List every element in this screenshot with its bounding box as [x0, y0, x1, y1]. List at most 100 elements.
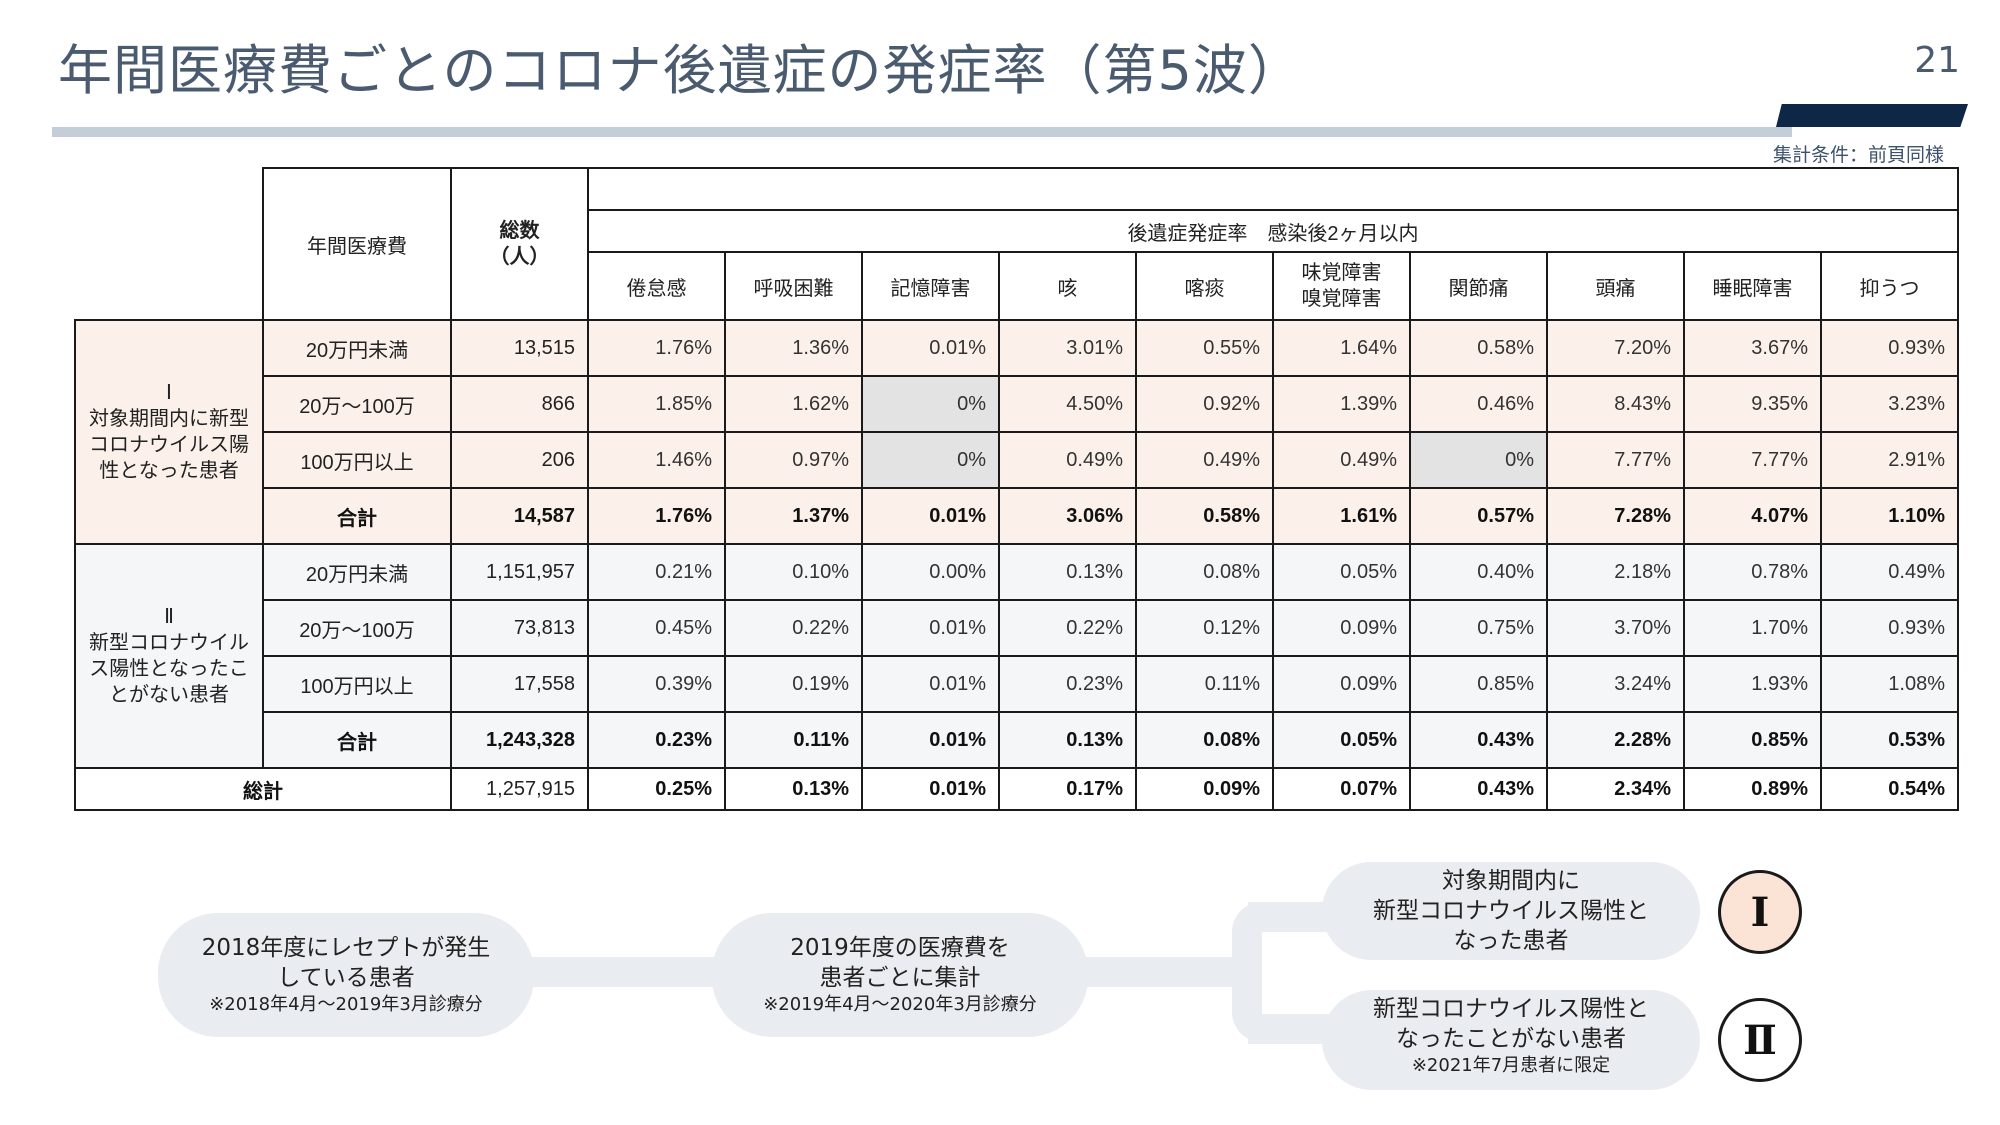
value-cell: 0.01% — [861, 319, 1000, 377]
grand-total-value: 0.54% — [1820, 767, 1959, 811]
total-cell: 17,558 — [450, 655, 589, 713]
cost-cell: 20万円未満 — [262, 543, 452, 601]
value-cell: 0.23% — [998, 655, 1137, 713]
total-cell: 1,243,328 — [450, 711, 589, 769]
flow-step-2018-l2: している患者 — [277, 965, 415, 991]
value-cell: 1.85% — [587, 375, 726, 433]
value-cell: 2.91% — [1820, 431, 1959, 489]
value-cell: 0.19% — [724, 655, 863, 713]
header-total: 総数 （人） — [450, 167, 589, 321]
value-cell: 3.23% — [1820, 375, 1959, 433]
header-symptom: 抑うつ — [1820, 251, 1959, 321]
header-symptom: 頭痛 — [1546, 251, 1685, 321]
value-cell: 0.49% — [1820, 543, 1959, 601]
value-cell: 0.97% — [724, 431, 863, 489]
value-cell: 1.62% — [724, 375, 863, 433]
cost-cell: 合計 — [262, 487, 452, 545]
value-cell: 0.53% — [1820, 711, 1959, 769]
value-cell: 8.43% — [1546, 375, 1685, 433]
grand-total-row: 総計 1,257,915 0.25% 0.13% 0.01% 0.17% 0.09% 0.07… — [74, 767, 1959, 811]
value-cell: 0.00% — [861, 543, 1000, 601]
value-cell: 1.76% — [587, 319, 726, 377]
flow-step-2018: 2018年度にレセプトが発生 している患者 ※2018年4月～2019年3月診療… — [158, 913, 534, 1037]
flow-step-2019: 2019年度の医療費を 患者ごとに集計 ※2019年4月～2020年3月診療分 — [712, 913, 1088, 1037]
value-cell: 1.46% — [587, 431, 726, 489]
blank-corner-2 — [75, 252, 264, 321]
value-cell: 0.13% — [998, 543, 1137, 601]
value-cell: 0.05% — [1272, 711, 1411, 769]
flow-step-2018-note: ※2018年4月～2019年3月診療分 — [209, 994, 483, 1015]
group2-label: Ⅱ 新型コロナウイルス陽性となったことがない患者 — [74, 543, 264, 769]
flow-step-2019-l1: 2019年度の医療費を — [790, 935, 1010, 961]
value-cell: 0.09% — [1272, 599, 1411, 657]
flow-branch-positive-l1: 対象期間内に — [1442, 868, 1580, 894]
group-1-badge: Ⅰ — [1718, 870, 1802, 954]
value-cell: 9.35% — [1683, 375, 1822, 433]
grand-total-value: 0.25% — [587, 767, 726, 811]
table-row: 合計 14,587 1.76% 1.37% 0.01% 3.06% 0.58% 1.61% 0.… — [75, 487, 1959, 545]
value-cell: 4.07% — [1683, 487, 1822, 545]
grand-total-value: 0.01% — [861, 767, 1000, 811]
value-cell: 1.36% — [724, 319, 863, 377]
value-cell: 0.43% — [1409, 711, 1548, 769]
flow-branch-positive-l2: 新型コロナウイルス陽性と — [1373, 898, 1649, 924]
value-cell: 0.49% — [1135, 431, 1274, 489]
incidence-table: 年間医療費 総数 （人） 後遺症発症率 感染後2ヶ月以内 倦怠感 呼吸困難 記憶障害… — [74, 167, 1959, 811]
table-row: 100万円以上 17,558 0.39% 0.19% 0.01% 0.23% 0.11% 0.… — [75, 655, 1959, 713]
value-cell: 3.24% — [1546, 655, 1685, 713]
value-cell: 1.61% — [1272, 487, 1411, 545]
group1-text: 対象期間内に新型コロナウイルス陽性となった患者 — [89, 408, 249, 482]
table-row: 20万～100万 866 1.85% 1.62% 0% 4.50% 0.92% 1.39% 0.… — [75, 375, 1959, 433]
value-cell: 0.21% — [587, 543, 726, 601]
flow-branch-negative: 新型コロナウイルス陽性と なったことがない患者 ※2021年7月患者に限定 — [1322, 990, 1700, 1090]
value-cell: 0.08% — [1135, 543, 1274, 601]
header-symptom: 記憶障害 — [861, 251, 1000, 321]
grand-total-count: 1,257,915 — [450, 767, 589, 811]
value-cell: 1.10% — [1820, 487, 1959, 545]
total-cell: 866 — [450, 375, 589, 433]
value-cell: 2.28% — [1546, 711, 1685, 769]
grand-total-value: 0.13% — [724, 767, 863, 811]
value-cell: 0.13% — [998, 711, 1137, 769]
header-symptom: 倦怠感 — [587, 251, 726, 321]
header-symptom: 咳 — [998, 251, 1137, 321]
value-cell: 1.70% — [1683, 599, 1822, 657]
value-cell: 0.08% — [1135, 711, 1274, 769]
condition-note: 集計条件：前頁同様 — [1772, 144, 1944, 166]
value-cell: 0.93% — [1820, 319, 1959, 377]
total-cell: 206 — [450, 431, 589, 489]
value-cell: 3.06% — [998, 487, 1137, 545]
cost-cell: 20万～100万 — [262, 375, 452, 433]
cost-cell: 20万円未満 — [262, 319, 452, 377]
value-cell: 0% — [861, 375, 1000, 433]
cost-cell: 100万円以上 — [262, 431, 452, 489]
value-cell: 0.40% — [1409, 543, 1548, 601]
value-cell: 0.11% — [724, 711, 863, 769]
value-cell: 0.23% — [587, 711, 726, 769]
table-row: 合計 1,243,328 0.23% 0.11% 0.01% 0.13% 0.08% 0.05… — [75, 711, 1959, 769]
table-row: 20万～100万 73,813 0.45% 0.22% 0.01% 0.22% 0.12% 0… — [75, 599, 1959, 657]
value-cell: 0.45% — [587, 599, 726, 657]
value-cell: 0.58% — [1135, 487, 1274, 545]
table-row: 100万円以上 206 1.46% 0.97% 0% 0.49% 0.49% 0.49% 0% 7… — [75, 431, 1959, 489]
value-cell: 0.01% — [861, 599, 1000, 657]
value-cell: 1.39% — [1272, 375, 1411, 433]
value-cell: 0.49% — [998, 431, 1137, 489]
header-top-spacer — [587, 167, 1959, 210]
cost-cell: 100万円以上 — [262, 655, 452, 713]
value-cell: 0.78% — [1683, 543, 1822, 601]
header-total-l2: （人） — [489, 246, 550, 268]
value-cell: 0% — [1409, 431, 1548, 489]
value-cell: 0.49% — [1272, 431, 1411, 489]
value-cell: 2.18% — [1546, 543, 1685, 601]
value-cell: 3.70% — [1546, 599, 1685, 657]
value-cell: 0.01% — [861, 487, 1000, 545]
grand-total-value: 0.89% — [1683, 767, 1822, 811]
value-cell: 0.93% — [1820, 599, 1959, 657]
header-annual-cost: 年間医療費 — [262, 167, 452, 321]
total-cell: 73,813 — [450, 599, 589, 657]
header-symptom: 喀痰 — [1135, 251, 1274, 321]
value-cell: 3.67% — [1683, 319, 1822, 377]
grand-total-value: 0.17% — [998, 767, 1137, 811]
flow-branch-negative-l1: 新型コロナウイルス陽性と — [1373, 996, 1649, 1022]
